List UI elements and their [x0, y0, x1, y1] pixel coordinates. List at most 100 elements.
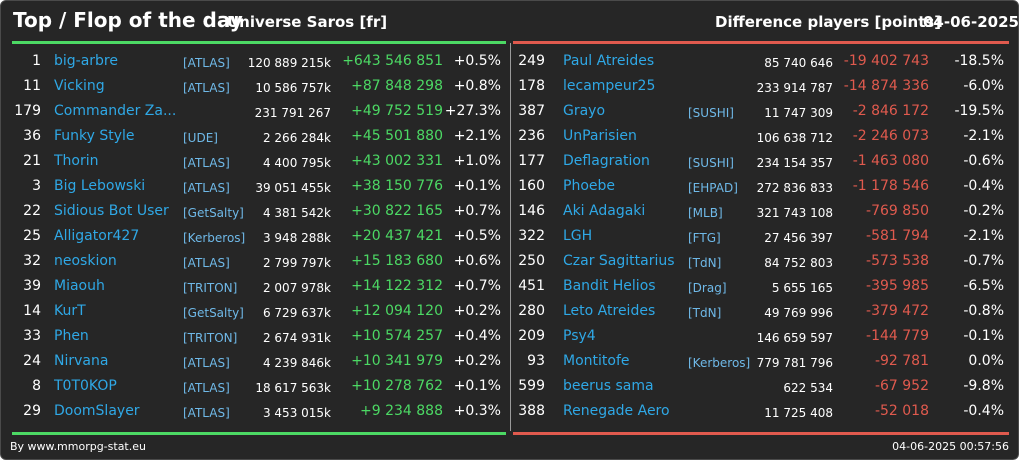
percent-change: -0.4% — [963, 403, 1004, 419]
points-difference: +49 752 519 — [351, 103, 443, 119]
percent-change: -0.6% — [963, 153, 1004, 169]
points-value: 146 659 597 — [756, 331, 833, 345]
player-name-link[interactable]: Psy4 — [563, 328, 596, 344]
percent-change: -2.1% — [963, 228, 1004, 244]
points-value: 49 769 996 — [764, 306, 833, 320]
alliance-tag-link[interactable]: [Drag] — [688, 281, 727, 295]
player-name-link[interactable]: lecampeur25 — [563, 78, 656, 94]
percent-change: -0.4% — [963, 178, 1004, 194]
points-difference: +87 848 298 — [351, 78, 443, 94]
player-name-link[interactable]: Leto Atreides — [563, 303, 656, 319]
points-value: 3 948 288k — [262, 231, 331, 245]
points-value: 6 729 637k — [262, 306, 331, 320]
percent-change: -6.0% — [963, 78, 1004, 94]
top-row: 14 KurT [GetSalty] 6 729 637k +12 094 120 +0.… — [1, 299, 506, 324]
flop-row: 451 Bandit Helios [Drag] 5 655 165 -395 985 -… — [1, 274, 1011, 299]
player-name-link[interactable]: Grayo — [563, 103, 606, 119]
points-difference: +30 822 165 — [351, 203, 443, 219]
rank-value: 1 — [32, 53, 41, 69]
alliance-tag-link[interactable]: [ATLAS] — [183, 381, 230, 395]
alliance-tag-link[interactable]: [ATLAS] — [183, 81, 230, 95]
alliance-tag-link[interactable]: [ATLAS] — [183, 356, 230, 370]
page-title: Top / Flop of the day — [13, 8, 243, 32]
flop-row: 388 Renegade Aero 11 725 408 -52 018 -0.4% — [1, 399, 1011, 424]
points-difference: -19 402 743 — [843, 53, 929, 69]
rank-value: 29 — [23, 403, 41, 419]
player-name-link[interactable]: Deflagration — [563, 153, 650, 169]
points-value: 2 266 284k — [262, 131, 331, 145]
percent-change: -6.5% — [963, 278, 1004, 294]
points-value: 2 007 978k — [262, 281, 331, 295]
points-value: 622 534 — [783, 381, 833, 395]
player-name-link[interactable]: Phoebe — [563, 178, 615, 194]
points-difference: -67 952 — [874, 378, 929, 394]
alliance-tag-link[interactable]: [TRITON] — [183, 281, 238, 295]
top-row: 39 Miaouh [TRITON] 2 007 978k +14 122 312 +0.… — [1, 274, 506, 299]
points-value: 5 655 165 — [771, 281, 833, 295]
alliance-tag-link[interactable]: [FTG] — [688, 231, 721, 245]
player-name-link[interactable]: UnParisien — [563, 128, 637, 144]
flop-row: 599 beerus sama 622 534 -67 952 -9.8% — [1, 374, 1011, 399]
rank-value: 93 — [527, 353, 545, 369]
percent-change: +0.1% — [453, 178, 501, 194]
player-name-link[interactable]: Montitofe — [563, 353, 630, 369]
alliance-tag-link[interactable]: [UDE] — [183, 131, 218, 145]
player-name-link[interactable]: Czar Sagittarius — [563, 253, 675, 269]
rank-value: 179 — [14, 103, 41, 119]
player-name-link[interactable]: LGH — [563, 228, 593, 244]
percent-change: -18.5% — [954, 53, 1004, 69]
player-name-link[interactable]: beerus sama — [563, 378, 654, 394]
points-difference: -1 463 080 — [852, 153, 929, 169]
alliance-tag-link[interactable]: [SUSHI] — [688, 106, 734, 120]
points-difference: +45 501 880 — [351, 128, 443, 144]
alliance-tag-link[interactable]: [ATLAS] — [183, 256, 230, 270]
points-difference: +10 574 257 — [351, 328, 443, 344]
alliance-tag-link[interactable]: [ATLAS] — [183, 156, 230, 170]
rank-value: 160 — [518, 178, 545, 194]
alliance-tag-link[interactable]: [TdN] — [688, 256, 722, 270]
alliance-tag-link[interactable]: [TRITON] — [183, 331, 238, 345]
player-name-link[interactable]: Aki Adagaki — [563, 203, 646, 219]
points-value: 4 400 795k — [262, 156, 331, 170]
alliance-tag-link[interactable]: [ATLAS] — [183, 56, 230, 70]
top-row: 25 Alligator427 [Kerberos] 3 948 288k +20 43… — [1, 224, 506, 249]
points-difference: +10 341 979 — [351, 353, 443, 369]
percent-change: -2.1% — [963, 128, 1004, 144]
alliance-tag-link[interactable]: [EHPAD] — [688, 181, 738, 195]
points-value: 39 051 455k — [255, 181, 331, 195]
percent-change: -9.8% — [963, 378, 1004, 394]
percent-change: +0.4% — [453, 328, 501, 344]
player-name-link[interactable]: Renegade Aero — [563, 403, 670, 419]
rank-value: 25 — [23, 228, 41, 244]
alliance-tag-link[interactable]: [ATLAS] — [183, 181, 230, 195]
flop-row: 387 Grayo [SUSHI] 11 747 309 -2 846 172 -19.5… — [1, 99, 1011, 124]
alliance-tag-link[interactable]: [MLB] — [688, 206, 723, 220]
rank-value: 33 — [23, 328, 41, 344]
points-difference: -144 779 — [866, 328, 929, 344]
rank-value: 146 — [518, 203, 545, 219]
percent-change: +27.3% — [444, 103, 501, 119]
alliance-tag-link[interactable]: [ATLAS] — [183, 406, 230, 420]
alliance-tag-link[interactable]: [GetSalty] — [183, 306, 244, 320]
alliance-tag-link[interactable]: [Kerberos] — [688, 356, 751, 370]
alliance-tag-link[interactable]: [Kerberos] — [183, 231, 246, 245]
alliance-tag-link[interactable]: [GetSalty] — [183, 206, 244, 220]
player-name-link[interactable]: Paul Atreides — [563, 53, 655, 69]
flop-row: 209 Psy4 146 659 597 -144 779 -0.1% — [1, 324, 1011, 349]
flop-row: 146 Aki Adagaki [MLB] 321 743 108 -769 850 -0… — [1, 199, 1011, 224]
points-difference: +20 437 421 — [351, 228, 443, 244]
flop-row: 178 lecampeur25 233 914 787 -14 874 336 -6.0… — [1, 74, 1011, 99]
points-difference: +12 094 120 — [351, 303, 443, 319]
percent-change: +0.3% — [453, 403, 501, 419]
percent-change: +0.5% — [453, 228, 501, 244]
rank-value: 22 — [23, 203, 41, 219]
player-name-link[interactable]: Bandit Helios — [563, 278, 656, 294]
alliance-tag-link[interactable]: [SUSHI] — [688, 156, 734, 170]
rank-value: 250 — [518, 253, 545, 269]
top-row: 1 big-arbre [ATLAS] 120 889 215k +643 546 85… — [1, 49, 506, 74]
flop-row: 236 UnParisien 106 638 712 -2 246 073 -2.1% — [1, 124, 1011, 149]
alliance-tag-link[interactable]: [TdN] — [688, 306, 722, 320]
top-header-bar — [12, 41, 506, 44]
top-row: 179 Commander Za... 231 791 267 +49 752 519… — [1, 99, 506, 124]
